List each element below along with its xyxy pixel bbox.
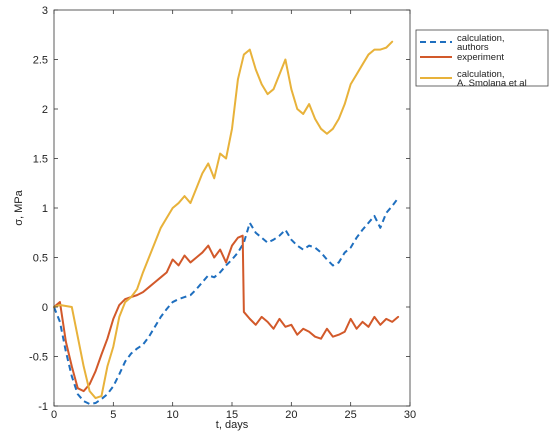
x-tick-label: 5 [110, 409, 116, 421]
y-tick-label: 3 [42, 5, 48, 17]
series-calculation-authors-line [53, 197, 399, 406]
x-tick-label: 20 [285, 409, 297, 421]
x-tick-label: 15 [226, 409, 238, 421]
series-experiment-legend-label: experiment [457, 52, 504, 63]
x-tick-label: 30 [404, 409, 416, 421]
x-tick-label: 0 [51, 409, 57, 421]
y-tick-label: 2 [42, 104, 48, 116]
x-axis-label: t, days [216, 419, 249, 431]
y-tick-label: -0.5 [29, 352, 48, 364]
series-calculation-smolana-line [53, 40, 394, 400]
x-tick-label: 10 [167, 409, 179, 421]
plot-frame [53, 9, 411, 407]
series-calculation-smolana-legend-label: calculation, [457, 69, 505, 80]
y-tick-label: 1 [42, 203, 48, 215]
y-tick-label: 0.5 [33, 253, 48, 265]
y-tick-label: 1.5 [33, 154, 48, 166]
x-tick-label: 25 [345, 409, 357, 421]
plot-marks [53, 40, 400, 406]
series-calculation-smolana-legend-label: A. Smolana et al [457, 78, 527, 89]
series-calculation-authors-legend-label: calculation, [457, 33, 505, 44]
y-tick-label: 0 [42, 302, 48, 314]
axis-ticks [53, 9, 411, 407]
y-tick-label: 2.5 [33, 55, 48, 67]
y-tick-label: -1 [38, 401, 48, 413]
y-axis-label: σ, MPa [13, 189, 25, 225]
tick-labels: 0 5 10 15 20 25 30 -1 -0.5 0 0.5 1 1.5 2 2.5 3 [29, 5, 416, 421]
series-experiment-line [53, 234, 400, 393]
series-calculation-authors-legend-label: authors [457, 42, 489, 53]
legend: calculation,authorsexperimentcalculation… [415, 29, 549, 89]
legend-items: calculation,authorsexperimentcalculation… [420, 33, 527, 89]
